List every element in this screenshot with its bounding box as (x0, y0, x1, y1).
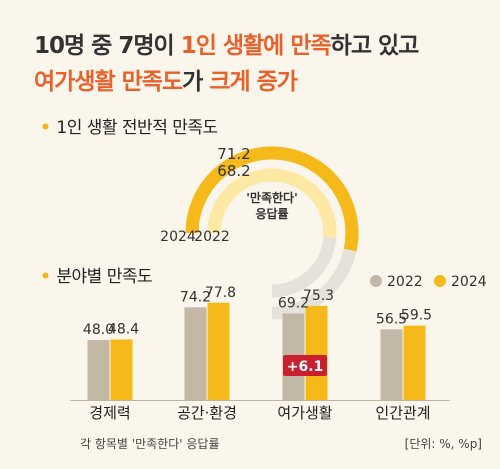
gauge-arc-2024 (185, 146, 359, 252)
bar-2022 (184, 307, 207, 400)
bar-2024 (305, 305, 328, 400)
gauge-arc-2022 (207, 168, 337, 238)
bullet-dot-icon: • (40, 118, 51, 138)
headline-highlight-2: 여가생활 만족도 (34, 69, 183, 95)
section-title-by-field: • 분야별 만족도 (40, 267, 153, 287)
legend-swatch-2022 (370, 275, 382, 287)
headline-line-2: 여가생활 만족도가 크게 증가 (34, 69, 298, 95)
bar-2024 (110, 339, 133, 400)
bar-2022 (87, 340, 110, 400)
unit-note: [단위: %, %p] (405, 437, 482, 451)
bullet-dot-icon: • (40, 267, 51, 287)
legend-swatch-2024 (434, 275, 446, 287)
value-label-2022: 69.2 (278, 296, 309, 312)
headline-highlight-1: 1인 생활에 만족 (180, 33, 332, 59)
category-label: 경제력 (89, 404, 130, 422)
value-label-2024: 59.5 (401, 308, 432, 324)
value-label-2022: 74.2 (180, 289, 211, 305)
value-label-2024: 48.4 (108, 322, 139, 338)
gauge-center-label-line2: 응답률 (255, 206, 288, 221)
gauge-value-2024: 71.2 (217, 145, 250, 163)
legend-label-2024: 2024 (451, 274, 487, 290)
gauge-value-2022: 68.2 (217, 162, 250, 180)
difference-badge (283, 355, 327, 376)
headline-highlight-3: 크게 증가 (209, 69, 298, 95)
gauge-series-label-2022: 2022 (194, 229, 230, 245)
headline-line-1: 10명 중 7명이 1인 생활에 만족하고 있고 (34, 33, 419, 59)
legend-label-2022: 2022 (387, 274, 423, 290)
section-title-overall: • 1인 생활 전반적 만족도 (40, 118, 218, 138)
category-label: 공간·환경 (177, 404, 237, 422)
value-label-2024: 75.3 (303, 288, 334, 304)
category-label: 여가생활 (277, 404, 332, 422)
bar-2024 (207, 302, 230, 400)
gauge-series-label-2024: 2024 (160, 229, 196, 245)
value-label-2022: 56.5 (376, 311, 407, 327)
value-label-2022: 48.0 (83, 322, 114, 338)
value-label-2024: 77.8 (205, 285, 236, 301)
gauge-center-label-line1: '만족한다' (246, 190, 298, 205)
bar-2024 (403, 325, 426, 400)
difference-badge-text: +6.1 (287, 359, 324, 375)
bar-2022 (380, 329, 403, 400)
category-label: 인간관계 (375, 404, 430, 422)
footnote: 각 항목별 '만족한다' 응답률 (80, 437, 219, 451)
